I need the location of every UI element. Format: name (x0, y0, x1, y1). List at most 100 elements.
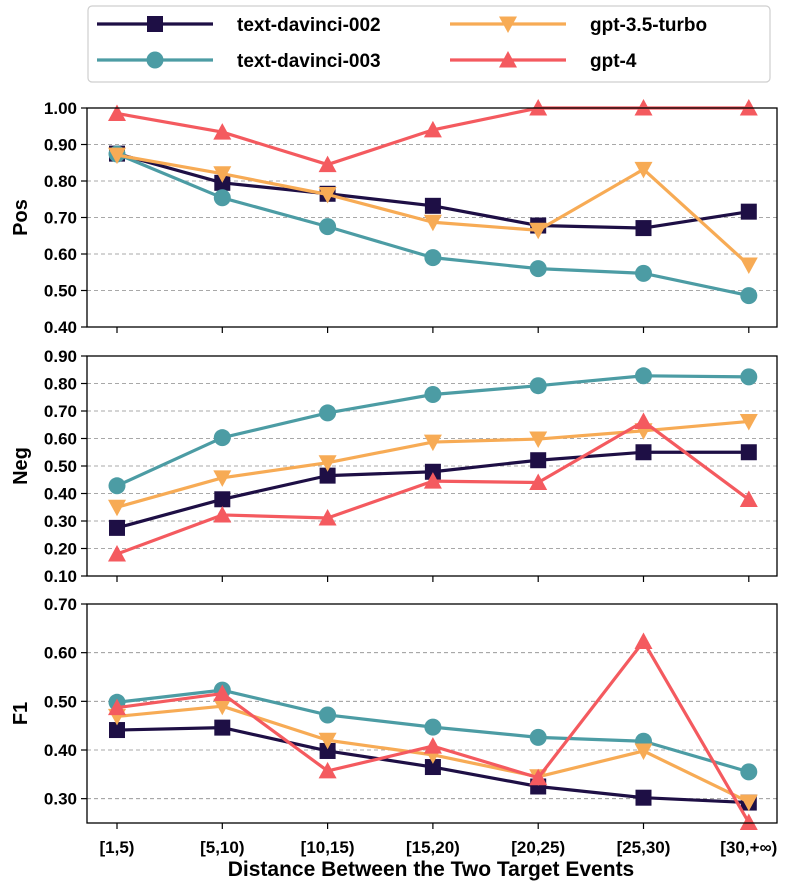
data-point-gpt-4 (739, 813, 758, 831)
x-tick-label: [1,5) (100, 838, 135, 857)
data-point-gpt-4 (108, 104, 126, 121)
y-tick-label: 0.30 (44, 790, 77, 809)
x-tick-label: [30,+∞) (720, 838, 777, 857)
data-point-gpt-4 (108, 698, 126, 716)
data-point-gpt-3-5-turbo (739, 257, 758, 274)
data-point-gpt-4 (318, 155, 337, 173)
data-point-text-davinci-003 (319, 404, 337, 422)
legend-label-gpt-3-5-turbo: gpt-3.5-turbo (590, 15, 707, 36)
x-tick-label: [25,30) (617, 838, 671, 857)
y-tick-label: 0.40 (44, 318, 77, 337)
data-point-text-davinci-002 (109, 519, 125, 536)
legend-marker-gpt-4 (499, 51, 517, 68)
x-axis-label: Distance Between the Two Target Events (228, 858, 635, 881)
panel-neg: 0.10 0.20 0.30 0.40 0.50 0.60 0.70 0.80 0.90 Neg (10, 347, 778, 586)
plot-frame (86, 603, 778, 824)
data-point-gpt-4 (739, 490, 758, 508)
data-point-gpt-3-5-turbo (108, 499, 126, 517)
y-tick-label: 0.80 (44, 172, 77, 191)
data-point-text-davinci-002 (109, 722, 125, 739)
chart-panels: 0.40 0.50 0.60 0.70 0.80 0.90 1.00 Pos 0.10 0.20 0… (10, 99, 778, 857)
data-point-gpt-4 (213, 123, 232, 140)
data-point-text-davinci-003 (529, 377, 547, 395)
data-point-text-davinci-002 (319, 467, 336, 484)
legend-label-text-davinci-002: text-davinci-002 (237, 15, 381, 36)
data-point-text-davinci-002 (635, 220, 652, 237)
data-point-gpt-3-5-turbo (529, 431, 548, 449)
y-tick-label: 0.50 (44, 692, 77, 711)
data-point-text-davinci-002 (214, 491, 231, 508)
data-point-gpt-4 (634, 632, 653, 649)
data-point-gpt-3-5-turbo (108, 147, 126, 165)
x-tick-label: [10,15) (301, 838, 355, 857)
data-point-text-davinci-002 (635, 444, 652, 461)
data-point-text-davinci-003 (424, 718, 442, 736)
data-point-text-davinci-002 (214, 719, 231, 736)
y-axis-label-pos: Pos (10, 199, 32, 236)
y-tick-label: 0.80 (44, 375, 77, 394)
data-point-text-davinci-002 (530, 452, 547, 469)
data-point-gpt-4 (634, 99, 653, 116)
data-point-gpt-4 (423, 737, 442, 754)
data-point-gpt-3-5-turbo (213, 698, 232, 716)
data-point-gpt-4 (423, 120, 442, 138)
panel-pos: 0.40 0.50 0.60 0.70 0.80 0.90 1.00 Pos (10, 99, 778, 337)
data-point-text-davinci-003 (529, 728, 547, 746)
legend-label-gpt-4: gpt-4 (590, 51, 637, 72)
y-tick-label: 0.20 (44, 540, 77, 559)
legend-marker-gpt-3-5-turbo (499, 16, 517, 33)
y-tick-label: 0.10 (44, 567, 77, 586)
y-tick-label: 1.00 (44, 99, 77, 118)
legend-marker-text-davinci-003 (146, 51, 164, 69)
legend-marker-text-davinci-002 (147, 16, 163, 32)
data-point-text-davinci-003 (319, 706, 337, 724)
panel-f1: 0.30 0.40 0.50 0.60 0.70 F1 (10, 595, 778, 831)
data-point-text-davinci-003 (424, 386, 442, 403)
data-point-gpt-3-5-turbo (213, 470, 232, 487)
data-point-gpt-3-5-turbo (318, 455, 337, 472)
data-point-gpt-3-5-turbo (213, 166, 232, 183)
data-point-gpt-3-5-turbo (739, 413, 758, 431)
data-point-gpt-3-5-turbo (318, 187, 337, 204)
data-point-text-davinci-002 (424, 197, 441, 214)
y-tick-label: 0.40 (44, 485, 77, 504)
data-point-text-davinci-003 (740, 287, 758, 305)
data-point-gpt-3-5-turbo (634, 743, 653, 760)
y-tick-label: 0.70 (44, 595, 77, 614)
data-point-gpt-4 (423, 472, 442, 489)
data-point-text-davinci-002 (635, 789, 652, 806)
data-point-text-davinci-003 (740, 763, 758, 781)
series-line-text-davinci-002 (116, 450, 749, 530)
y-tick-label: 0.90 (44, 347, 77, 366)
legend: text-davinci-002 text-davinci-003 gpt-3.5-… (87, 5, 771, 83)
y-tick-label: 0.60 (44, 644, 77, 663)
y-tick-label: 0.70 (44, 402, 77, 421)
data-point-gpt-3-5-turbo (529, 222, 548, 240)
data-point-text-davinci-003 (213, 189, 231, 207)
data-point-text-davinci-002 (424, 463, 441, 480)
x-tick-label: [5,10) (200, 838, 244, 857)
data-point-gpt-4 (318, 761, 337, 779)
plot-frame (86, 107, 778, 328)
y-tick-label: 0.70 (44, 209, 77, 228)
legend-label-text-davinci-003: text-davinci-003 (237, 51, 381, 72)
data-point-gpt-4 (529, 473, 548, 490)
data-point-gpt-4 (213, 505, 232, 523)
data-point-gpt-3-5-turbo (739, 794, 758, 812)
data-point-gpt-4 (529, 768, 548, 786)
data-point-text-davinci-003 (319, 218, 337, 236)
y-tick-label: 0.50 (44, 282, 77, 301)
data-point-text-davinci-003 (740, 368, 758, 386)
y-axis-label-f1: F1 (10, 702, 32, 725)
data-point-gpt-4 (213, 684, 232, 702)
data-point-gpt-4 (634, 412, 653, 429)
y-tick-label: 0.90 (44, 136, 77, 155)
y-tick-label: 0.60 (44, 245, 77, 264)
data-point-text-davinci-002 (319, 742, 336, 759)
data-point-text-davinci-002 (424, 759, 441, 776)
data-point-text-davinci-003 (108, 477, 126, 495)
data-point-text-davinci-002 (740, 203, 757, 220)
data-point-text-davinci-003 (213, 429, 231, 447)
data-point-gpt-3-5-turbo (318, 732, 337, 750)
